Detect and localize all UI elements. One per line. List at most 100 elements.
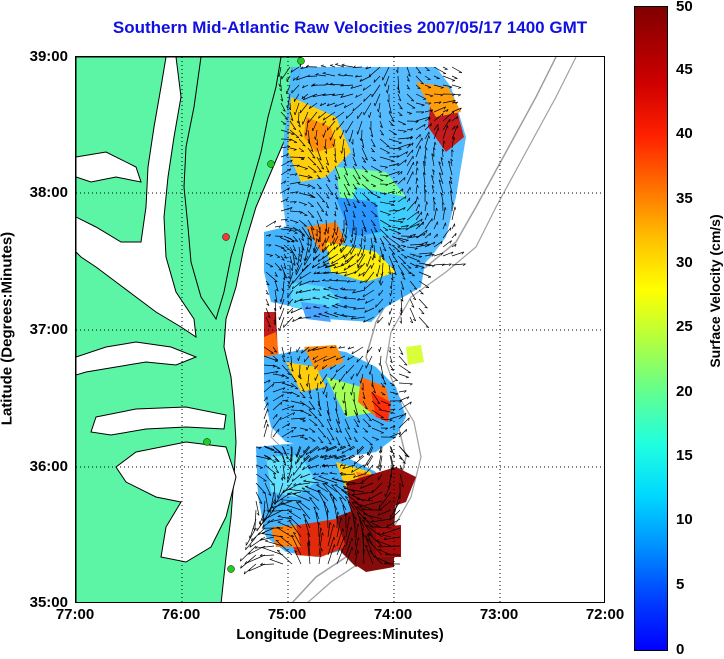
velocity-arrow-head <box>281 288 284 292</box>
map-plot-area[interactable] <box>75 56 605 603</box>
velocity-arrow <box>290 434 305 438</box>
velocity-arrow-head <box>402 262 406 264</box>
velocity-arrow <box>389 445 393 453</box>
velocity-arrow-head <box>385 184 389 187</box>
velocity-arrow <box>312 346 328 351</box>
velocity-arrow <box>339 129 345 139</box>
velocity-arrow-head <box>390 412 394 415</box>
velocity-arrow-head <box>351 537 353 541</box>
velocity-arrow <box>316 147 322 161</box>
velocity-arrow <box>295 289 303 294</box>
velocity-arrow-head <box>363 98 365 102</box>
velocity-arrow-head <box>301 350 303 354</box>
velocity-arrow-head <box>431 265 435 268</box>
velocity-arrow-head <box>366 199 370 201</box>
velocity-arrow <box>388 264 391 275</box>
velocity-arrow <box>296 346 301 353</box>
velocity-arrow-head <box>303 457 305 461</box>
velocity-arrow <box>286 84 291 95</box>
velocity-arrow-head <box>373 79 375 83</box>
velocity-arrow-head <box>300 66 304 69</box>
velocity-arrow <box>274 289 278 302</box>
velocity-arrow-head <box>332 117 335 121</box>
velocity-arrow <box>281 382 294 387</box>
velocity-arrow-head <box>350 234 353 238</box>
velocity-arrow <box>388 237 401 247</box>
velocity-arrow <box>388 120 394 126</box>
velocity-arrow <box>299 436 308 440</box>
velocity-arrow-head <box>294 112 296 116</box>
velocity-arrow-head <box>329 493 333 496</box>
velocity-arrow <box>298 316 312 320</box>
velocity-arrow <box>385 482 392 497</box>
velocity-arrow-head <box>337 421 340 424</box>
velocity-arrow <box>340 445 346 449</box>
velocity-arrow <box>450 190 453 203</box>
velocity-arrow <box>340 228 345 243</box>
velocity-arrow <box>341 445 355 454</box>
velocity-arrow-head <box>267 325 271 328</box>
velocity-arrow <box>415 167 418 176</box>
velocity-arrow <box>371 436 379 441</box>
velocity-arrow <box>282 473 284 481</box>
velocity-arrow <box>424 109 434 113</box>
velocity-arrow <box>321 455 329 459</box>
velocity-arrow <box>322 72 336 77</box>
velocity-arrow-head <box>330 193 334 196</box>
velocity-arrow <box>308 418 318 426</box>
velocity-arrow <box>418 289 424 295</box>
velocity-arrow <box>298 501 311 511</box>
velocity-arrow-head <box>407 396 410 400</box>
velocity-arrow-head <box>282 109 286 112</box>
velocity-arrow <box>307 542 311 565</box>
velocity-arrow-head <box>337 73 341 76</box>
velocity-arrow <box>269 491 275 513</box>
velocity-arrow <box>442 227 452 239</box>
velocity-arrow-head <box>265 292 269 295</box>
velocity-arrow-head <box>317 265 320 269</box>
velocity-arrow <box>380 409 394 414</box>
velocity-arrow-head <box>308 105 311 109</box>
velocity-arrow-head <box>248 535 251 539</box>
velocity-arrow <box>314 355 328 363</box>
velocity-arrow <box>314 373 319 381</box>
velocity-arrow-head <box>434 141 437 145</box>
velocity-arrow <box>424 131 430 140</box>
velocity-arrow <box>265 509 284 520</box>
velocity-arrow <box>281 373 289 379</box>
velocity-arrow-head <box>297 316 301 319</box>
velocity-arrow <box>442 118 451 131</box>
velocity-arrow <box>388 473 392 489</box>
velocity-arrow-head <box>399 320 402 324</box>
velocity-arrow-head <box>279 453 283 455</box>
velocity-arrow-head <box>337 176 341 180</box>
velocity-arrow-head <box>353 307 357 310</box>
velocity-arrow-head <box>289 207 293 210</box>
velocity-arrow-head <box>350 527 353 531</box>
velocity-arrow <box>288 519 302 538</box>
velocity-arrow <box>264 446 278 453</box>
velocity-arrow <box>363 102 372 116</box>
velocity-arrow-head <box>287 241 291 243</box>
velocity-arrow-head <box>405 240 409 242</box>
velocity-arrow <box>333 138 336 147</box>
velocity-arrow <box>272 413 278 420</box>
velocity-arrow <box>442 110 455 122</box>
velocity-arrow-head <box>391 253 396 255</box>
velocity-arrow <box>379 237 385 245</box>
velocity-arrow <box>398 390 407 393</box>
velocity-arrow <box>301 487 320 502</box>
velocity-arrow-head <box>406 87 410 90</box>
velocity-arrow <box>379 228 389 238</box>
velocity-arrow-head <box>384 552 388 556</box>
velocity-arrow-head <box>354 232 357 236</box>
velocity-arrow <box>364 535 374 556</box>
velocity-arrow-head <box>304 519 308 523</box>
velocity-arrow-head <box>261 526 265 529</box>
velocity-arrow <box>378 549 392 556</box>
velocity-arrow <box>451 101 458 104</box>
velocity-arrow-head <box>335 207 338 210</box>
velocity-arrow-head <box>418 71 422 74</box>
velocity-arrow <box>281 399 288 402</box>
velocity-arrow <box>280 102 286 112</box>
